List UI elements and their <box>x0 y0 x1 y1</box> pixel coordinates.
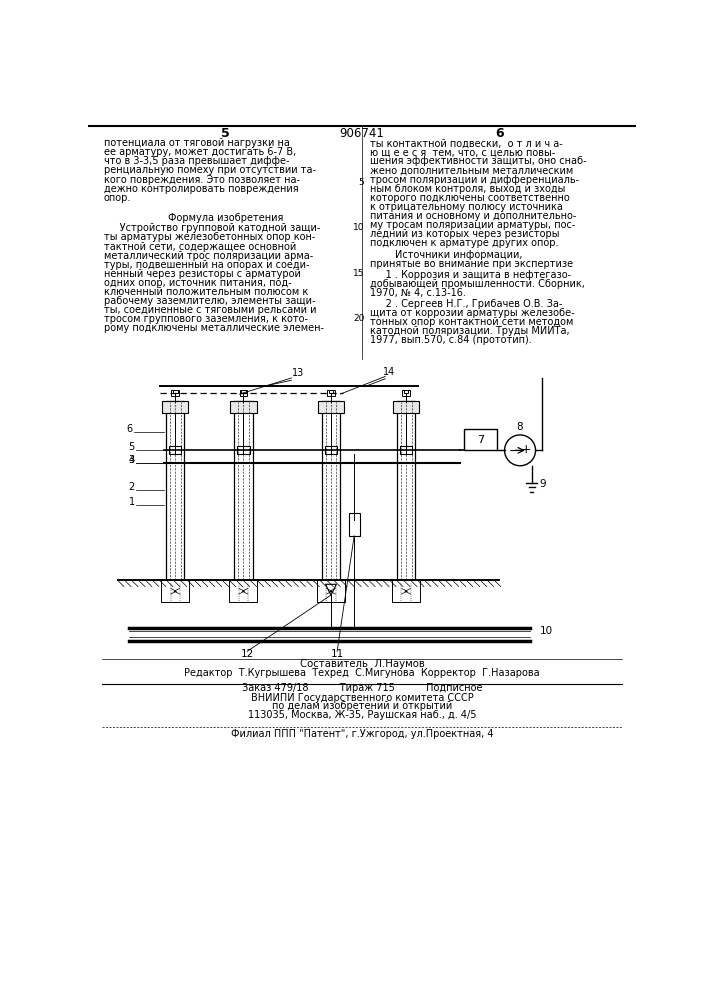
Text: 1: 1 <box>129 497 135 507</box>
Bar <box>234 401 252 580</box>
Bar <box>237 446 250 454</box>
Bar <box>230 401 257 413</box>
Text: 2: 2 <box>129 482 135 492</box>
Text: тросом группового заземления, к кото-: тросом группового заземления, к кото- <box>104 314 308 324</box>
Text: 7: 7 <box>477 435 484 445</box>
Bar <box>240 390 247 396</box>
Text: ным блоком контроля, выход и зходы: ным блоком контроля, выход и зходы <box>370 184 565 194</box>
Bar <box>162 401 188 413</box>
Text: 12: 12 <box>240 649 254 659</box>
Text: 15: 15 <box>353 269 364 278</box>
Text: ты, соединенные с тяговыми рельсами и: ты, соединенные с тяговыми рельсами и <box>104 305 316 315</box>
Text: рабочему заземлителю, элементы защи-: рабочему заземлителю, элементы защи- <box>104 296 315 306</box>
Text: 4: 4 <box>129 455 135 465</box>
Text: 11: 11 <box>331 649 344 659</box>
Text: 8: 8 <box>517 422 523 432</box>
Text: 1970, № 4, с.13-16.: 1970, № 4, с.13-16. <box>370 288 466 298</box>
Text: 13: 13 <box>291 368 304 378</box>
Text: металлический трос поляризации арма-: металлический трос поляризации арма- <box>104 251 313 261</box>
Bar <box>404 389 409 393</box>
Text: тросом поляризации и дифференциаль-: тросом поляризации и дифференциаль- <box>370 175 579 185</box>
Bar <box>329 389 333 393</box>
Text: туры, подвешенный на опорах и соеди-: туры, подвешенный на опорах и соеди- <box>104 260 310 270</box>
Bar <box>402 390 410 396</box>
Text: ее арматуру, может достигать 6-7 В,: ее арматуру, может достигать 6-7 В, <box>104 147 296 157</box>
Text: ненный через резисторы с арматурой: ненный через резисторы с арматурой <box>104 269 300 279</box>
Bar <box>317 580 345 602</box>
Text: потенциала от тяговой нагрузки на: потенциала от тяговой нагрузки на <box>104 138 290 148</box>
Bar <box>349 513 360 536</box>
Text: 113035, Москва, Ж-35, Раушская наб., д. 4/5: 113035, Москва, Ж-35, Раушская наб., д. … <box>247 710 477 720</box>
Text: ты контактной подвески,  о т л и ч а-: ты контактной подвески, о т л и ч а- <box>370 138 563 148</box>
Bar <box>317 401 344 413</box>
Text: 3: 3 <box>129 455 135 465</box>
Text: 5: 5 <box>221 127 230 140</box>
Text: которого подключены соответственно: которого подключены соответственно <box>370 193 569 203</box>
Bar <box>392 580 420 602</box>
Bar <box>169 446 182 454</box>
Text: кого повреждения. Это позволяет на-: кого повреждения. Это позволяет на- <box>104 175 300 185</box>
Text: 5: 5 <box>129 442 135 452</box>
Text: Заказ 479/18          Тираж 715          Подписное: Заказ 479/18 Тираж 715 Подписное <box>242 683 482 693</box>
Text: что в 3-3,5 раза превышает диффе-: что в 3-3,5 раза превышает диффе- <box>104 156 289 166</box>
Bar <box>241 389 246 393</box>
Text: тактной сети, содержащее основной: тактной сети, содержащее основной <box>104 242 296 252</box>
Bar <box>327 390 335 396</box>
Text: дежно контролировать повреждения: дежно контролировать повреждения <box>104 184 298 194</box>
Bar <box>397 401 416 580</box>
Bar <box>322 401 340 580</box>
Text: 1977, вып.570, с.84 (прототип).: 1977, вып.570, с.84 (прототип). <box>370 335 532 345</box>
Text: щита от коррозии арматуры железобе-: щита от коррозии арматуры железобе- <box>370 308 574 318</box>
Text: катодной поляризации. Труды МИИТа,: катодной поляризации. Труды МИИТа, <box>370 326 569 336</box>
Text: одних опор, источник питания, под-: одних опор, источник питания, под- <box>104 278 291 288</box>
Text: 6: 6 <box>495 127 503 140</box>
Text: 10: 10 <box>353 223 364 232</box>
Text: добывающей промышленности. Сборник,: добывающей промышленности. Сборник, <box>370 279 585 289</box>
Text: 2 . Сергеев Н.Г., Грибачев О.В. За-: 2 . Сергеев Н.Г., Грибачев О.В. За- <box>370 299 562 309</box>
Text: питания и основному и дополнительно-: питания и основному и дополнительно- <box>370 211 576 221</box>
Text: жено дополнительным металлическим: жено дополнительным металлическим <box>370 165 573 175</box>
Bar <box>393 401 419 413</box>
Circle shape <box>505 435 535 466</box>
Text: ренциальную помеху при отсутствии та-: ренциальную помеху при отсутствии та- <box>104 165 316 175</box>
Text: опор.: опор. <box>104 193 132 203</box>
Text: ледний из которых через резисторы: ледний из которых через резисторы <box>370 229 559 239</box>
Bar <box>161 580 189 602</box>
Bar <box>166 401 185 580</box>
Text: −: − <box>508 445 519 458</box>
Text: шения эффективности защиты, оно снаб-: шения эффективности защиты, оно снаб- <box>370 156 586 166</box>
Text: 9: 9 <box>539 479 546 489</box>
Text: Источники информации,: Источники информации, <box>370 250 522 260</box>
Bar <box>173 389 177 393</box>
Bar <box>171 390 179 396</box>
Text: му тросам поляризации арматуры, пос-: му тросам поляризации арматуры, пос- <box>370 220 575 230</box>
Text: 10: 10 <box>539 626 553 636</box>
Text: Составитель  Л.Наумов: Составитель Л.Наумов <box>300 659 424 669</box>
Text: тонных опор контактной сети методом: тонных опор контактной сети методом <box>370 317 573 327</box>
Text: 6: 6 <box>127 424 132 434</box>
Text: по делам изобретений и открытий: по делам изобретений и открытий <box>271 701 452 711</box>
Text: ВНИИПИ Государственного комитета СССР: ВНИИПИ Государственного комитета СССР <box>250 693 473 703</box>
Text: ключенный положительным полюсом к: ключенный положительным полюсом к <box>104 287 308 297</box>
Text: +: + <box>521 443 532 456</box>
Text: Формула изобретения: Формула изобретения <box>168 213 284 223</box>
Text: 906741: 906741 <box>339 127 385 140</box>
Text: Редактор  Т.Кугрышева  Техред  С.Мигунова  Корректор  Г.Назарова: Редактор Т.Кугрышева Техред С.Мигунова К… <box>184 668 539 678</box>
Text: 20: 20 <box>353 314 364 323</box>
Text: ты арматуры железобетонных опор кон-: ты арматуры железобетонных опор кон- <box>104 232 315 242</box>
Text: 5: 5 <box>358 178 364 187</box>
Bar <box>230 580 257 602</box>
Text: Устройство групповой катодной защи-: Устройство групповой катодной защи- <box>104 223 320 233</box>
Bar <box>464 429 497 450</box>
Text: 1 . Коррозия и защита в нефтегазо-: 1 . Коррозия и защита в нефтегазо- <box>370 270 571 280</box>
Bar <box>400 446 412 454</box>
Text: Филиал ППП "Патент", г.Ужгород, ул.Проектная, 4: Филиал ППП "Патент", г.Ужгород, ул.Проек… <box>230 729 493 739</box>
Text: принятые во внимание при экспертизе: принятые во внимание при экспертизе <box>370 259 573 269</box>
Text: ю щ е е с я  тем, что, с целью повы-: ю щ е е с я тем, что, с целью повы- <box>370 147 555 157</box>
Text: рому подключены металлические элемен-: рому подключены металлические элемен- <box>104 323 324 333</box>
Text: 14: 14 <box>383 367 395 377</box>
Text: к отрицательному полюсу источника: к отрицательному полюсу источника <box>370 202 563 212</box>
Bar <box>325 446 337 454</box>
Text: подключен к арматуре других опор.: подключен к арматуре других опор. <box>370 238 559 248</box>
